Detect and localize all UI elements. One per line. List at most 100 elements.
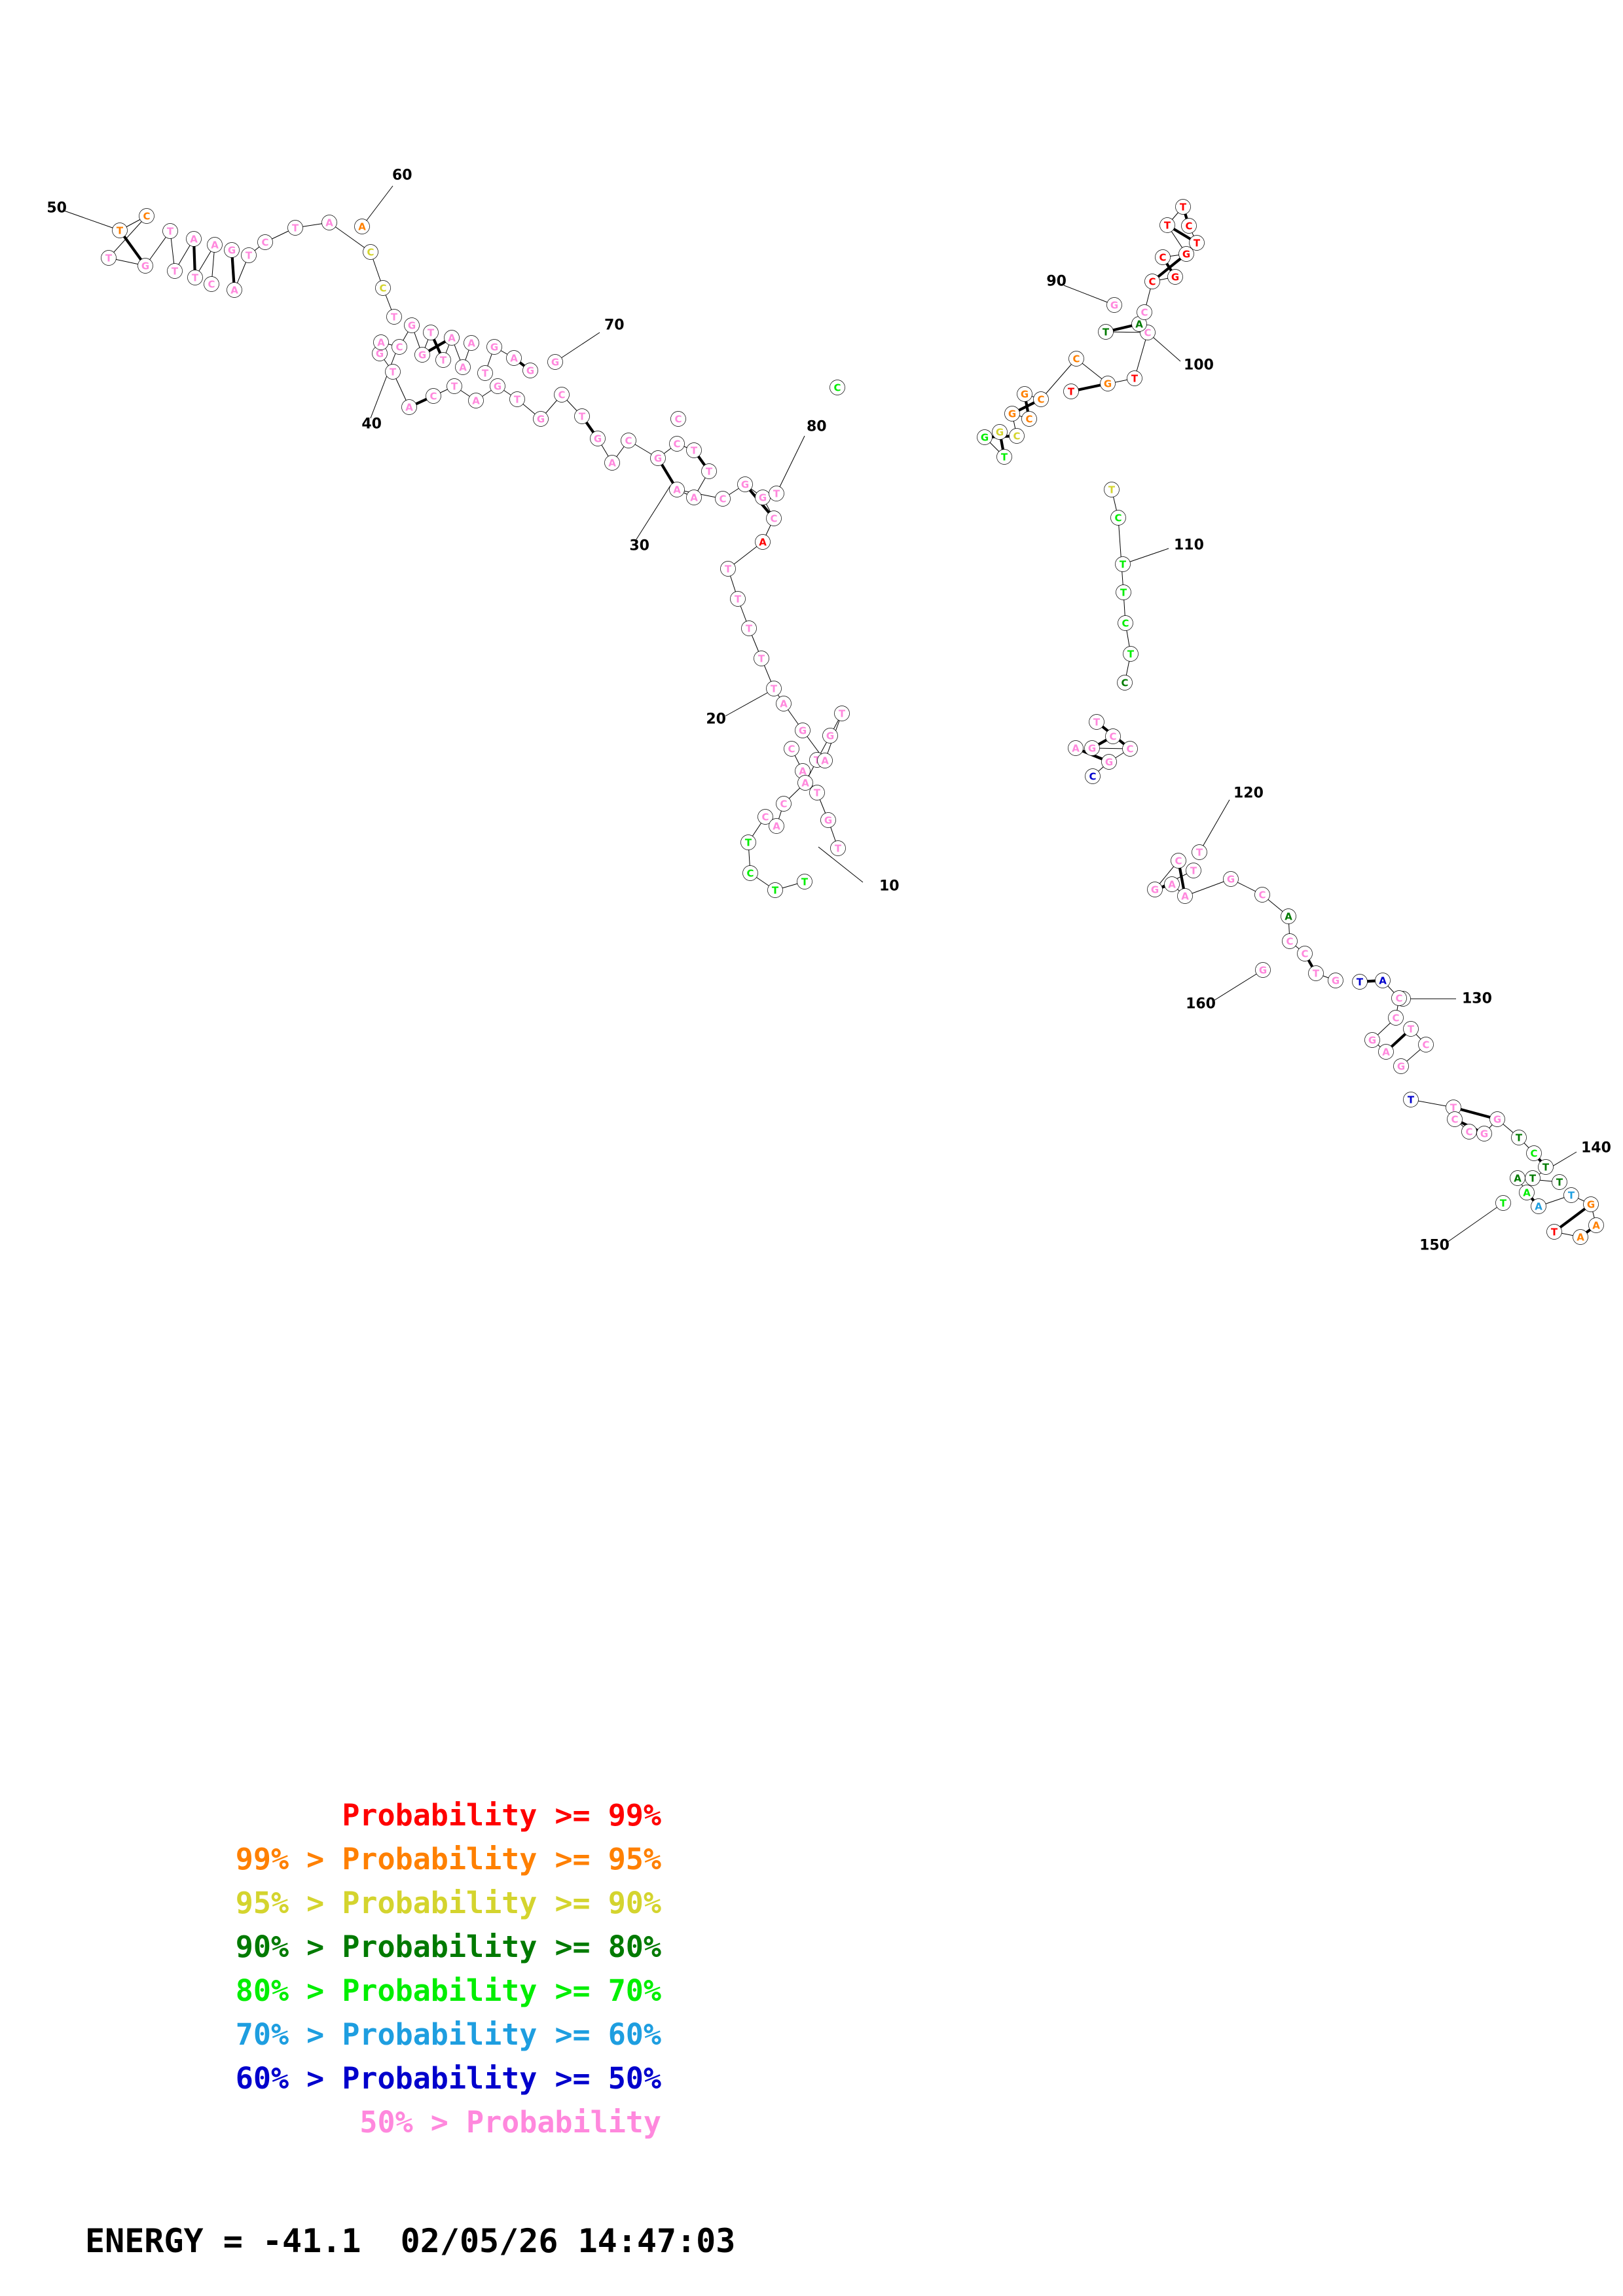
legend-row: Probability >= 99% bbox=[342, 1798, 661, 1833]
base-letter: T bbox=[1001, 452, 1008, 463]
base-node bbox=[1084, 740, 1100, 756]
base-letter: C bbox=[1126, 744, 1133, 755]
base-node bbox=[686, 442, 702, 458]
base-node bbox=[740, 834, 756, 850]
base-letter: T bbox=[390, 367, 397, 378]
base-node bbox=[101, 250, 117, 266]
base-letter: A bbox=[1285, 911, 1292, 923]
backbone-link bbox=[1184, 878, 1231, 897]
base-letter: T bbox=[835, 843, 842, 855]
index-leader-line bbox=[776, 435, 805, 494]
base-letter: T bbox=[172, 266, 179, 278]
base-node bbox=[621, 433, 636, 448]
base-node bbox=[435, 352, 451, 368]
base-letter: G bbox=[1088, 743, 1096, 755]
base-letter: G bbox=[141, 260, 149, 272]
base-node bbox=[1127, 370, 1142, 386]
base-node bbox=[1588, 1217, 1604, 1233]
base-node bbox=[769, 486, 784, 501]
legend-row: 99% > Probability >= 95% bbox=[235, 1842, 661, 1876]
base-node bbox=[766, 511, 782, 526]
base-letter: C bbox=[770, 513, 777, 525]
base-letter: A bbox=[780, 698, 788, 710]
base-node bbox=[1115, 556, 1131, 572]
base-letter: C bbox=[1185, 221, 1192, 232]
base-node bbox=[977, 429, 993, 445]
base-letter: G bbox=[741, 479, 749, 491]
base-letter: A bbox=[1135, 319, 1143, 331]
base-letter: C bbox=[429, 391, 437, 403]
base-node bbox=[321, 215, 337, 230]
base-letter: G bbox=[376, 348, 384, 360]
base-node bbox=[1388, 1010, 1404, 1026]
base-node bbox=[401, 399, 417, 415]
base-letter: G bbox=[1110, 300, 1118, 312]
base-letter: A bbox=[608, 457, 616, 469]
index-leader-line bbox=[1446, 1202, 1504, 1244]
base-node bbox=[404, 317, 420, 333]
base-letter: A bbox=[1577, 1232, 1584, 1244]
index-label: 140 bbox=[1581, 1140, 1611, 1157]
base-node bbox=[670, 411, 686, 427]
base-node bbox=[715, 491, 731, 507]
base-node bbox=[1511, 1130, 1527, 1145]
base-node bbox=[1546, 1224, 1562, 1240]
index-leader-line bbox=[1063, 285, 1115, 306]
base-node bbox=[822, 728, 838, 744]
base-letter: T bbox=[1196, 847, 1203, 859]
base-node bbox=[1118, 615, 1133, 631]
base-node bbox=[737, 476, 753, 492]
base-letter: T bbox=[246, 250, 253, 262]
base-letter: G bbox=[1105, 757, 1113, 768]
base-node bbox=[830, 840, 846, 856]
index-leader-line bbox=[725, 689, 775, 717]
base-letter: C bbox=[1530, 1148, 1537, 1160]
index-leader-line bbox=[370, 353, 396, 419]
base-node bbox=[1573, 1229, 1588, 1245]
base-node bbox=[1155, 249, 1171, 265]
base-letter: T bbox=[1180, 202, 1187, 213]
base-node bbox=[701, 463, 717, 479]
legend-row: 80% > Probability >= 70% bbox=[235, 1973, 661, 2008]
base-letter: G bbox=[1587, 1199, 1595, 1211]
base-letter: A bbox=[472, 395, 480, 407]
base-node bbox=[1068, 740, 1084, 756]
base-node bbox=[392, 339, 407, 355]
index-label: 80 bbox=[807, 419, 827, 435]
base-node bbox=[1375, 973, 1391, 988]
base-letter: G bbox=[490, 342, 498, 353]
base-letter: T bbox=[292, 223, 299, 234]
base-letter: C bbox=[1025, 414, 1032, 425]
base-letter: C bbox=[719, 493, 726, 505]
base-node bbox=[477, 365, 493, 381]
base-node bbox=[455, 359, 471, 375]
base-letter: G bbox=[1021, 389, 1029, 401]
base-letter: A bbox=[510, 353, 518, 365]
index-label: 50 bbox=[46, 200, 67, 217]
backbone-layer bbox=[108, 206, 1597, 1238]
base-letter: C bbox=[1159, 252, 1166, 264]
base-letter: T bbox=[514, 394, 521, 406]
base-node bbox=[1526, 1145, 1542, 1161]
base-node bbox=[447, 378, 462, 394]
base-letter: G bbox=[1182, 249, 1190, 260]
base-letter: C bbox=[761, 812, 769, 823]
base-letter: G bbox=[418, 350, 426, 361]
base-letter: T bbox=[1164, 220, 1171, 232]
base-letter: C bbox=[1465, 1126, 1472, 1138]
base-pair-bond-layer bbox=[119, 206, 1597, 1238]
backbone-link bbox=[1134, 332, 1148, 379]
base-letter: C bbox=[674, 414, 682, 425]
base-letter: T bbox=[1190, 865, 1197, 877]
base-node bbox=[669, 436, 685, 452]
index-label: 90 bbox=[1046, 274, 1067, 290]
base-node bbox=[1101, 754, 1117, 770]
backbone-link bbox=[1040, 358, 1077, 400]
base-letter: C bbox=[780, 798, 787, 810]
base-node bbox=[1123, 646, 1139, 662]
base-letter: A bbox=[1181, 891, 1189, 903]
base-letter: T bbox=[1068, 386, 1075, 398]
base-letter: C bbox=[1144, 327, 1151, 339]
base-node bbox=[1122, 741, 1138, 757]
base-node bbox=[224, 242, 240, 258]
